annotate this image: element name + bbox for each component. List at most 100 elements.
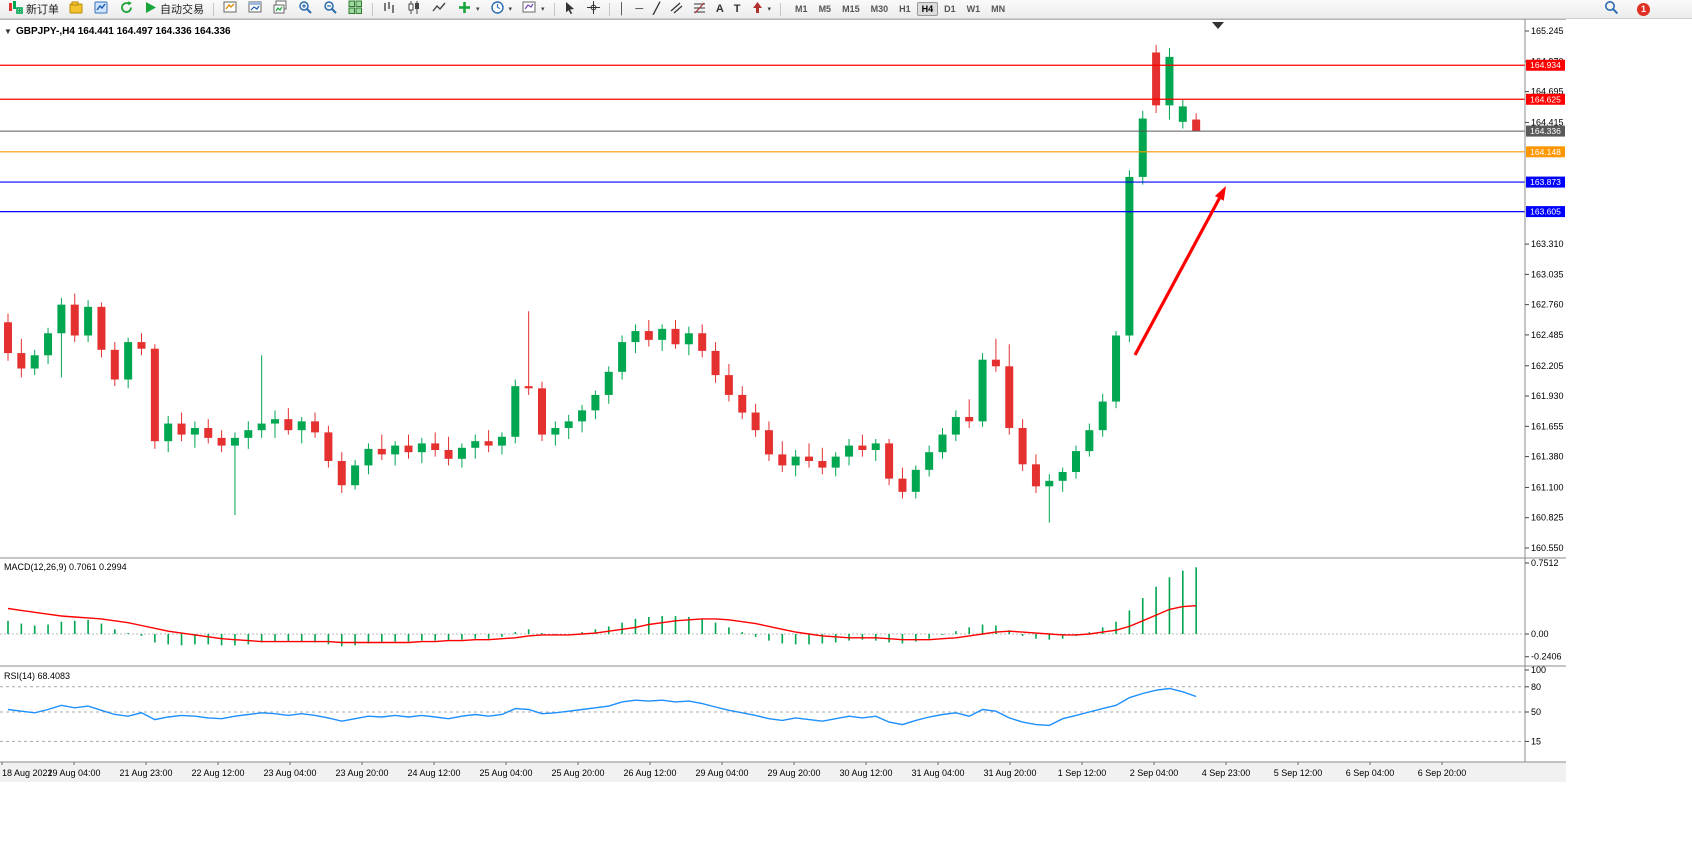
refresh-button[interactable]: [115, 1, 138, 18]
rsi-axis-label: 80: [1531, 682, 1541, 692]
rsi-axis-label: 50: [1531, 707, 1541, 717]
new-order-button[interactable]: 新订单: [4, 1, 63, 18]
chart-window-button[interactable]: [244, 1, 267, 18]
candle-body: [538, 388, 546, 435]
level-lines: [0, 64, 1525, 213]
candle-body: [938, 434, 947, 453]
candle-body: [4, 322, 12, 354]
vertical-line-tool[interactable]: │: [615, 1, 630, 18]
zoom-out-button[interactable]: [319, 1, 342, 18]
timeframe-mn-button[interactable]: MN: [986, 2, 1010, 16]
macd-label: MACD(12,26,9) 0.7061 0.2994: [4, 562, 127, 572]
chart-cascade-button[interactable]: [269, 0, 292, 18]
candle-body: [391, 445, 400, 455]
rsi-panel: 100 80 50 15 RSI(14) 68.4083: [0, 665, 1546, 746]
template-icon: [522, 0, 537, 18]
time-axis-label: 30 Aug 12:00: [839, 768, 892, 778]
candle-body: [364, 448, 373, 466]
price-axis-label: 164.415: [1531, 117, 1564, 127]
timeframe-m1-button[interactable]: M1: [790, 2, 813, 16]
rsi-label: RSI(14) 68.4083: [4, 671, 70, 681]
arrows-tool[interactable]: ▾: [747, 1, 776, 18]
text-tool[interactable]: A: [712, 1, 728, 18]
candle-body: [991, 359, 1000, 367]
collapse-chart-icon[interactable]: ▼: [4, 27, 12, 36]
candle-body: [1192, 119, 1201, 132]
new-order-icon: [8, 0, 23, 18]
candle-body: [337, 461, 346, 486]
candlestick-mode-button[interactable]: [403, 1, 426, 18]
macd-signal-line: [7, 605, 1197, 644]
cursor-tool-button[interactable]: [560, 1, 581, 18]
tile-windows-button[interactable]: [344, 0, 367, 18]
new-order-label: 新订单: [26, 4, 59, 16]
timeframe-h1-button[interactable]: H1: [894, 2, 916, 16]
candle-body: [30, 355, 39, 369]
horizontal-line-tool[interactable]: ─: [631, 1, 647, 18]
candle-body: [351, 465, 360, 486]
crosshair-tool-button[interactable]: [583, 1, 604, 18]
candle-body: [324, 432, 333, 462]
notification-badge[interactable]: 1: [1637, 2, 1650, 16]
caret-icon: ▾: [476, 5, 480, 13]
channel-tool[interactable]: [666, 1, 687, 18]
candle-body: [377, 448, 386, 455]
price-axis-label: 160.825: [1531, 513, 1564, 523]
candle-body: [457, 447, 466, 459]
candle-body: [217, 437, 226, 446]
time-axis-label: 21 Aug 23:00: [119, 768, 172, 778]
candle-body: [230, 437, 239, 446]
chart-cascade-icon: [273, 0, 288, 18]
timeframe-m30-button[interactable]: M30: [866, 2, 894, 16]
price-axis-label: 164.695: [1531, 87, 1564, 97]
timeframe-d1-button[interactable]: D1: [939, 2, 961, 16]
candle-body: [1178, 106, 1187, 122]
price-badge-164.336: [1526, 125, 1565, 137]
trendline-tool[interactable]: ╱: [649, 1, 664, 18]
chart-window: 165.245164.970164.695164.415163.310163.0…: [0, 19, 1566, 782]
candle-body: [805, 456, 813, 462]
timeframe-m5-button[interactable]: M5: [814, 2, 837, 16]
timeframe-m15-button[interactable]: M15: [837, 2, 865, 16]
candle-body: [898, 478, 907, 492]
toolbar-separator: [608, 2, 610, 16]
candle-body: [431, 443, 440, 450]
periods-button[interactable]: ▾: [486, 1, 517, 18]
new-chart-button[interactable]: [219, 1, 242, 18]
zoom-in-button[interactable]: [294, 1, 317, 18]
indicators-button[interactable]: ▾: [453, 1, 484, 18]
time-axis-label: 2 Sep 04:00: [1130, 768, 1179, 778]
price-axis-label: 161.380: [1531, 452, 1564, 462]
label-tool[interactable]: T: [730, 1, 745, 18]
timeframe-h4-button[interactable]: H4: [916, 2, 939, 16]
price-axis-label: 162.485: [1531, 330, 1564, 340]
market-watch-icon: [94, 0, 109, 18]
autotrading-button[interactable]: 自动交易: [140, 1, 208, 18]
fibonacci-tool[interactable]: [689, 1, 710, 18]
line-chart-icon: [432, 0, 447, 18]
templates-button[interactable]: ▾: [518, 1, 549, 18]
candle-body: [124, 342, 133, 380]
time-axis-label: 25 Aug 20:00: [551, 768, 604, 778]
price-axis-label: 161.930: [1531, 391, 1564, 401]
candle-body: [578, 410, 587, 422]
chart-shift-marker: [1212, 22, 1224, 29]
time-axis-label: 5 Sep 12:00: [1274, 768, 1323, 778]
time-axis-label: 6 Sep 04:00: [1346, 768, 1395, 778]
market-watch-button[interactable]: [90, 1, 113, 18]
candle-body: [1125, 176, 1134, 336]
bar-chart-mode-button[interactable]: [378, 1, 401, 18]
search-button[interactable]: [1600, 1, 1623, 18]
candle-body: [84, 306, 93, 336]
candle-body: [1045, 480, 1054, 487]
candle-body: [885, 443, 894, 479]
timeframe-w1-button[interactable]: W1: [962, 2, 986, 16]
price-badge-label: 164.625: [1530, 94, 1561, 104]
time-axis-label: 26 Aug 12:00: [623, 768, 676, 778]
profiles-button[interactable]: [65, 1, 88, 18]
price-chart[interactable]: 165.245164.970164.695164.415163.310163.0…: [0, 19, 1566, 782]
price-badge-label: 164.148: [1530, 147, 1561, 157]
time-axis-label: 31 Aug 04:00: [911, 768, 964, 778]
line-chart-mode-button[interactable]: [428, 1, 451, 18]
candle-body: [1031, 464, 1040, 487]
